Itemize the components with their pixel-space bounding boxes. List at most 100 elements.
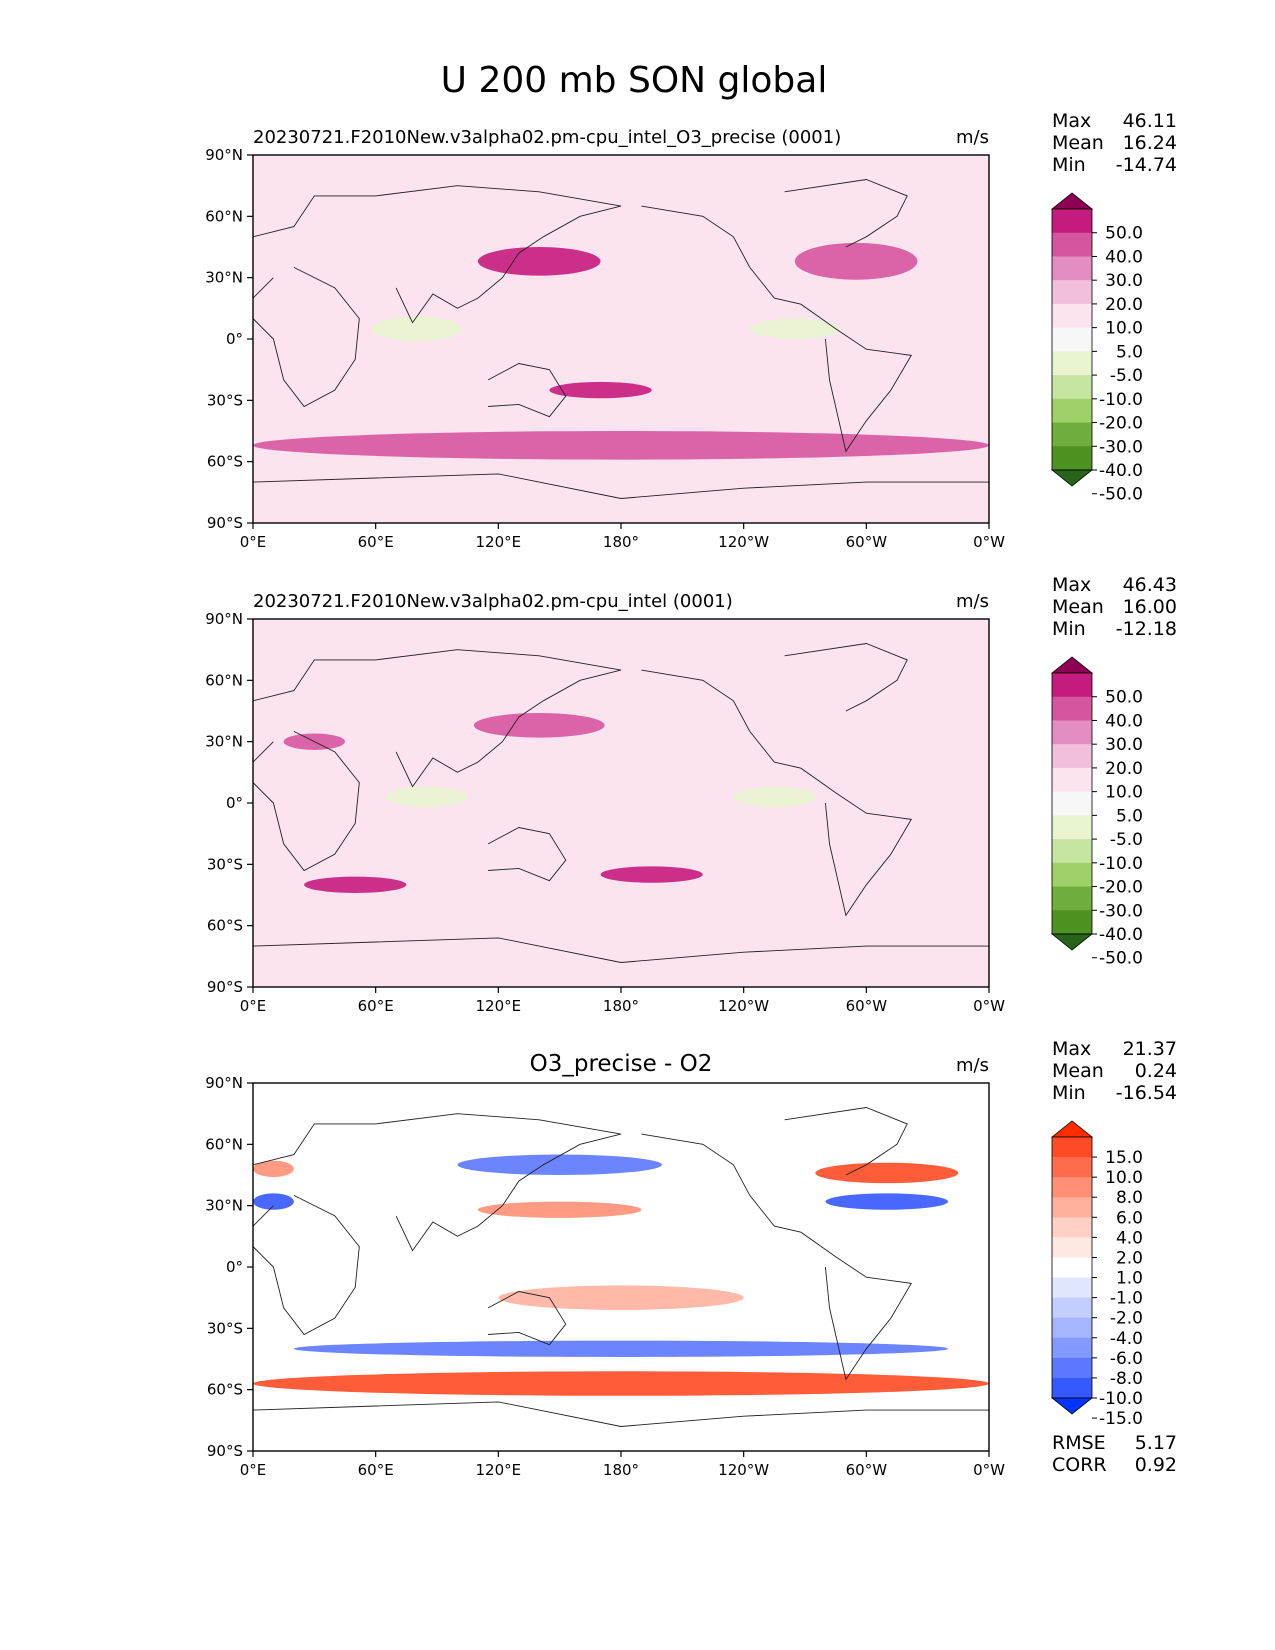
colorbar-label: 40.0 (1105, 247, 1143, 267)
field-feature-2 (293, 1340, 949, 1357)
panel-1: 20230721.F2010New.v3alpha02.pm-cpu_intel… (205, 110, 1177, 551)
y-tick-label: 0° (226, 330, 243, 348)
stat-value-mean: 16.24 (1123, 132, 1177, 154)
coastline-4 (641, 669, 913, 917)
coastline-1 (253, 730, 360, 872)
x-tick-label: 120°W (718, 1461, 769, 1479)
stat-value-max: 21.37 (1123, 1038, 1177, 1060)
colorbar-label: -40.0 (1099, 925, 1143, 945)
colorbar-band (1052, 1137, 1092, 1158)
stat-value-min: -12.18 (1116, 618, 1177, 640)
y-tick-label: 90°S (207, 514, 243, 532)
stats-block: Max 46.43 Mean 16.00 Min -12.18 (1052, 574, 1177, 640)
colorbar-band (1052, 280, 1092, 305)
y-tick-label: 90°N (205, 1074, 243, 1092)
coastline-2 (253, 649, 622, 788)
x-tick-label: 120°W (718, 997, 769, 1015)
coastline-2 (253, 1113, 622, 1252)
colorbar-band (1052, 256, 1092, 281)
units-label: m/s (956, 1055, 989, 1076)
field-feature-4 (253, 431, 989, 460)
coastline-5 (784, 179, 908, 248)
field-feature-3 (549, 381, 652, 399)
y-tick-label: 30°N (205, 1197, 243, 1215)
colorbar-label: 30.0 (1105, 735, 1143, 755)
colorbar-band (1052, 1177, 1092, 1198)
colorbar-label: -15.0 (1099, 1409, 1143, 1429)
y-tick-label: 60°N (205, 671, 243, 689)
stat-label-mean: Mean (1052, 132, 1104, 154)
coastline-1 (253, 266, 360, 408)
x-tick-label: 180° (603, 997, 639, 1015)
colorbar-label: 50.0 (1105, 224, 1143, 244)
colorbar-label: 5.0 (1116, 806, 1143, 826)
coastline-3 (487, 363, 567, 418)
panel-3: O3_precise - O2 m/s 0°E 60°E 120°E 180° 120°W 6… (205, 1038, 1177, 1479)
x-tick-label: 120°E (476, 997, 522, 1015)
colorbar-label: -50.0 (1099, 949, 1143, 969)
stat-label-min: Min (1052, 1082, 1086, 1104)
panels: 20230721.F2010New.v3alpha02.pm-cpu_intel… (205, 110, 1177, 1479)
colorbar-bottom-arrow (1050, 1397, 1094, 1415)
colorbar-band (1052, 351, 1092, 376)
field-feature-6 (733, 786, 816, 808)
stat-label-mean: Mean (1052, 596, 1104, 618)
x-tick-label: 180° (603, 1461, 639, 1479)
colorbar-band (1052, 1257, 1092, 1279)
colorbar-band (1052, 696, 1092, 721)
field-feature-2 (794, 242, 918, 280)
colorbar-label: 20.0 (1105, 759, 1143, 779)
y-tick-label: 90°N (205, 146, 243, 164)
colorbar: 50.0 40.0 30.0 20.0 10.0 5.0 -5.0 -10.0 -20.0 -30… (1050, 192, 1143, 505)
panel-title: O3_precise - O2 (530, 1051, 713, 1077)
colorbar-label: -40.0 (1099, 461, 1143, 481)
coastline-1 (253, 1194, 360, 1336)
field-feature-4 (825, 1193, 949, 1210)
field-feature-1 (473, 713, 605, 738)
colorbar-band (1052, 375, 1092, 400)
map-field (253, 155, 989, 523)
colorbar-label: -30.0 (1099, 437, 1143, 457)
colorbar-frame (1051, 672, 1093, 935)
colorbar-label: -6.0 (1110, 1349, 1143, 1369)
x-tick-label: 0°W (973, 1461, 1005, 1479)
x-tick-label: 0°W (973, 533, 1005, 551)
stat-value-corr: 0.92 (1135, 1454, 1177, 1476)
stats-block: Max 21.37 Mean 0.24 Min -16.54 RMSE 5.17 CORR 0.9… (1052, 1038, 1177, 1476)
field-feature-4 (600, 866, 703, 883)
y-tick-label: 30°S (207, 391, 243, 409)
colorbar-label: -2.0 (1110, 1309, 1143, 1329)
colorbar-band (1052, 744, 1092, 769)
map-field (253, 1083, 989, 1451)
colorbar-label: 2.0 (1116, 1248, 1143, 1268)
field-feature-5 (371, 316, 462, 342)
x-tick-label: 60°W (846, 533, 888, 551)
map-background (253, 619, 989, 987)
colorbar-label: -10.0 (1099, 390, 1143, 410)
x-tick-label: 60°W (846, 997, 888, 1015)
field-feature-1 (253, 1371, 989, 1396)
y-tick-label: 30°N (205, 269, 243, 287)
stat-label-max: Max (1052, 1038, 1091, 1060)
stat-label-mean: Mean (1052, 1060, 1104, 1082)
colorbar-band (1052, 1277, 1092, 1299)
colorbar-band (1052, 886, 1092, 911)
x-tick-label: 0°E (240, 1461, 267, 1479)
field-feature-8 (253, 1160, 294, 1178)
colorbar-label: -5.0 (1110, 830, 1143, 850)
stat-value-max: 46.43 (1123, 574, 1177, 596)
stat-value-min: -16.54 (1116, 1082, 1177, 1104)
x-tick-label: 60°W (846, 1461, 888, 1479)
colorbar-label: 1.0 (1116, 1269, 1143, 1289)
x-tick-label: 60°E (358, 533, 394, 551)
colorbar-label: 6.0 (1116, 1208, 1143, 1228)
coastline-6 (253, 937, 989, 963)
colorbar: 15.010.08.06.04.02.01.0-1.0-2.0-4.0-6.0-… (1050, 1120, 1143, 1429)
panel-title: 20230721.F2010New.v3alpha02.pm-cpu_intel… (253, 127, 841, 148)
map-field (253, 619, 989, 987)
colorbar-label: -8.0 (1110, 1369, 1143, 1389)
y-tick-label: 60°S (207, 1381, 243, 1399)
colorbar-band (1052, 398, 1092, 424)
colorbar-frame (1051, 208, 1093, 471)
colorbar-label: -20.0 (1099, 878, 1143, 898)
